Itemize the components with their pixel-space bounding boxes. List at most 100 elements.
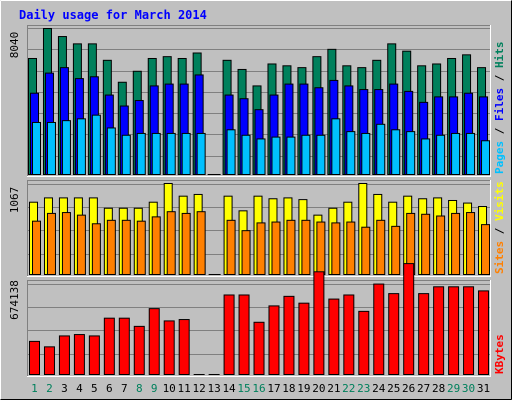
bar-pages (196, 132, 206, 175)
x-tick-label: 3 (61, 382, 68, 395)
bar-kbytes (223, 294, 235, 375)
x-tick-label: 6 (106, 382, 113, 395)
bar-pages (121, 134, 131, 176)
x-tick-label: 1 (31, 382, 38, 395)
bar-pages (451, 132, 461, 175)
bar-pages (226, 129, 236, 175)
bar-pages (406, 131, 416, 175)
y-max-label: 674138 (8, 280, 21, 320)
bar-pages (61, 120, 71, 175)
bar-pages (301, 134, 311, 176)
x-tick-label: 5 (91, 382, 98, 395)
bar-kbytes (373, 283, 385, 376)
bar-kbytes (298, 302, 310, 375)
bar-kbytes (178, 319, 190, 375)
bar-kbytes (478, 290, 490, 375)
legend-separator: / (493, 121, 506, 141)
bar-kbytes (58, 335, 70, 375)
bar-kbytes (118, 317, 130, 376)
bar-sites (76, 214, 86, 275)
bar-sites (181, 212, 191, 276)
x-tick-label: 24 (372, 382, 386, 395)
bar-kbytes (103, 317, 115, 376)
x-tick-label: 28 (432, 382, 445, 395)
bar-pages (286, 136, 296, 175)
bar-pages (256, 138, 266, 175)
bar-pages (106, 127, 116, 175)
bar-kbytes (283, 295, 295, 376)
bar-pages (421, 138, 431, 175)
bar-pages (316, 134, 326, 176)
bar-kbytes (418, 293, 430, 375)
bar-kbytes (29, 340, 40, 375)
x-tick-label: 10 (163, 382, 176, 395)
bar-pages (76, 118, 86, 175)
x-tick-label: 25 (387, 382, 400, 395)
bar-sites (421, 213, 431, 275)
bar-kbytes (343, 294, 355, 375)
bar-sites (361, 226, 371, 275)
bar-sites (241, 230, 251, 276)
x-tick-label: 20 (312, 382, 325, 395)
bar-sites (226, 219, 236, 275)
bar-kbytes-empty (193, 374, 205, 375)
x-tick-label: 16 (252, 382, 265, 395)
bar-sites (61, 212, 71, 276)
x-tick-label: 11 (178, 382, 191, 395)
bar-kbytes (328, 298, 340, 375)
bar-pages (91, 114, 101, 175)
bar-kbytes (133, 325, 145, 376)
bar-pages (136, 132, 146, 175)
legend-entry-visits: Visits (493, 181, 506, 221)
bar-kbytes (43, 346, 55, 376)
bar-sites (316, 221, 326, 275)
legend-entry-pages: Pages (493, 141, 506, 174)
bar-kbytes (358, 310, 370, 375)
x-tick-label: 15 (237, 382, 250, 395)
bar-kbytes (238, 294, 250, 375)
bar-pages (391, 129, 401, 175)
x-tick-label: 18 (282, 382, 295, 395)
x-tick-label: 8 (136, 382, 143, 395)
bar-kbytes-empty (208, 374, 220, 375)
bar-kbytes (268, 305, 280, 375)
bar-kbytes (73, 334, 85, 376)
bar-sites (331, 222, 341, 275)
x-tick-label: 23 (357, 382, 370, 395)
bar-sites (256, 222, 266, 275)
legend-separator: / (493, 68, 506, 88)
x-tick-label: 19 (297, 382, 310, 395)
chart-title: Daily usage for March 2014 (19, 8, 207, 22)
bar-sites (32, 220, 41, 275)
bar-sites (391, 225, 401, 275)
bar-pages (436, 134, 446, 176)
bar-sites (166, 211, 176, 276)
bar-kbytes (313, 271, 325, 375)
bar-sites (46, 212, 56, 276)
x-tick-label: 13 (207, 382, 220, 395)
bar-sites (196, 211, 206, 276)
bar-pages (166, 132, 176, 175)
y-axis-legend: Sites / Visits (493, 181, 506, 274)
bar-sites (376, 219, 386, 275)
bar-pages (466, 132, 476, 175)
x-tick-label: 2 (46, 382, 53, 395)
x-tick-label: 17 (267, 382, 280, 395)
bar-sites (271, 221, 281, 275)
y-max-label: 8040 (8, 32, 21, 59)
bar-sites (121, 219, 131, 275)
x-tick-label: 22 (342, 382, 355, 395)
bar-kbytes (148, 308, 160, 376)
bar-pages (241, 134, 251, 176)
bar-kbytes (388, 293, 400, 375)
bar-sites (151, 216, 161, 275)
x-tick-label: 27 (417, 382, 430, 395)
bar-pages (376, 123, 386, 175)
bar-kbytes (403, 263, 415, 375)
y-max-label: 1067 (8, 187, 21, 214)
bar-sites (451, 212, 461, 276)
legend-separator: / (493, 221, 506, 241)
x-tick-label: 4 (76, 382, 83, 395)
bar-pages (46, 121, 56, 176)
